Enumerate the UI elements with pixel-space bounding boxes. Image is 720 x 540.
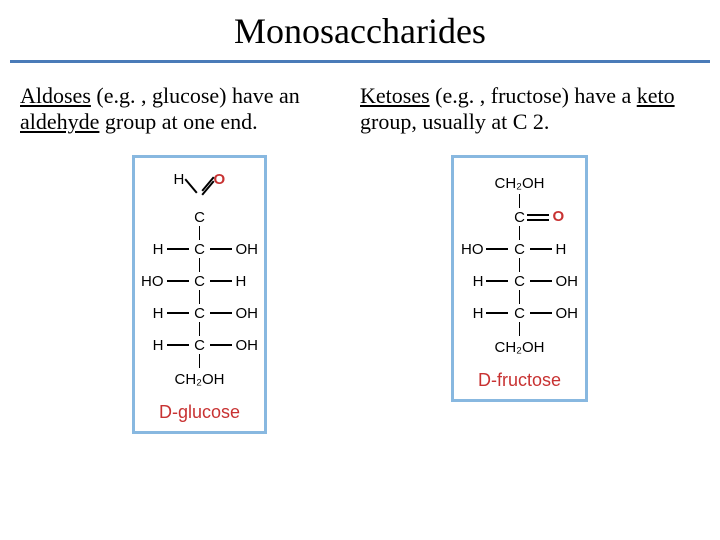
glucose-c1: C xyxy=(159,208,240,226)
title-underline xyxy=(10,60,710,63)
term-aldehyde: aldehyde xyxy=(20,109,99,134)
fructose-ketone: C O xyxy=(478,208,561,226)
c-atom: C xyxy=(511,274,527,289)
term-ketoses: Ketoses xyxy=(360,83,430,108)
glucose-panel: H O C H C OH xyxy=(132,155,267,434)
glucose-label: D-glucose xyxy=(159,402,240,423)
fructose-structure: CH₂OH C O HO C H xyxy=(478,172,561,358)
aldehyde-o: O xyxy=(213,172,225,187)
terminal-ch2oh: CH₂OH xyxy=(174,372,224,387)
sub-right: OH xyxy=(235,338,258,353)
text-aldoses-rest: group at one end. xyxy=(99,109,257,134)
sub-left: H xyxy=(473,274,484,289)
vbond xyxy=(478,194,561,208)
c-atom: C xyxy=(511,210,527,225)
ketone-o: O xyxy=(552,209,564,224)
fructose-top-terminal: CH₂OH xyxy=(478,172,561,194)
term-keto: keto xyxy=(637,83,675,108)
ketone-dbond-1 xyxy=(527,214,549,216)
vbond xyxy=(478,226,561,240)
slide: Monosaccharides Aldoses (e.g. , glucose)… xyxy=(0,0,720,540)
description-ketoses: Ketoses (e.g. , fructose) have a keto gr… xyxy=(360,83,700,135)
sub-right: OH xyxy=(235,306,258,321)
c-atom: C xyxy=(511,242,527,257)
fructose-label: D-fructose xyxy=(478,370,561,391)
structures-row: H O C H C OH xyxy=(0,155,720,434)
aldehyde-h: H xyxy=(173,172,184,187)
term-aldoses: Aldoses xyxy=(20,83,91,108)
glucose-c5: H C OH xyxy=(159,336,240,354)
vbond xyxy=(159,354,240,368)
sub-left: H xyxy=(473,306,484,321)
descriptions-row: Aldoses (e.g. , glucose) have an aldehyd… xyxy=(0,83,720,135)
text-ketoses-rest: group, usually at C 2. xyxy=(360,109,549,134)
fructose-c5: H C OH xyxy=(478,304,561,322)
aldehyde-bond-h xyxy=(185,178,198,193)
vbond xyxy=(478,290,561,304)
sub-left: H xyxy=(153,338,164,353)
vbond xyxy=(159,322,240,336)
glucose-structure: H O C H C OH xyxy=(159,172,240,390)
vbond xyxy=(478,322,561,336)
sub-left: H xyxy=(153,306,164,321)
sub-right: OH xyxy=(235,242,258,257)
vbond xyxy=(159,290,240,304)
fructose-c3: HO C H xyxy=(478,240,561,258)
fructose-terminal: CH₂OH xyxy=(478,336,561,358)
glucose-terminal: CH₂OH xyxy=(159,368,240,390)
fructose-panel: CH₂OH C O HO C H xyxy=(451,155,588,434)
fructose-box: CH₂OH C O HO C H xyxy=(451,155,588,402)
vbond xyxy=(159,226,240,240)
terminal-ch2oh: CH₂OH xyxy=(494,340,544,355)
text-ketoses-example: (e.g. , fructose) have a xyxy=(435,83,637,108)
sub-right: H xyxy=(555,242,566,257)
c-atom: C xyxy=(191,242,207,257)
c-atom: C xyxy=(511,306,527,321)
c-atom: C xyxy=(191,274,207,289)
description-aldoses: Aldoses (e.g. , glucose) have an aldehyd… xyxy=(20,83,360,135)
glucose-c3: HO C H xyxy=(159,272,240,290)
slide-title: Monosaccharides xyxy=(0,10,720,60)
c-atom: C xyxy=(191,210,207,225)
sub-right: OH xyxy=(555,306,578,321)
sub-right: H xyxy=(235,274,246,289)
glucose-aldehyde: H O xyxy=(159,172,240,208)
text-aldoses-example: (e.g. , glucose) have an xyxy=(96,83,299,108)
terminal-ch2oh: CH₂OH xyxy=(494,176,544,191)
sub-left: HO xyxy=(461,242,484,257)
vbond xyxy=(478,258,561,272)
fructose-c4: H C OH xyxy=(478,272,561,290)
sub-left: HO xyxy=(141,274,164,289)
ketone-dbond-2 xyxy=(527,219,549,221)
c-atom: C xyxy=(191,338,207,353)
glucose-c4: H C OH xyxy=(159,304,240,322)
sub-right: OH xyxy=(555,274,578,289)
c-atom: C xyxy=(191,306,207,321)
vbond xyxy=(159,258,240,272)
glucose-box: H O C H C OH xyxy=(132,155,267,434)
glucose-c2: H C OH xyxy=(159,240,240,258)
sub-left: H xyxy=(153,242,164,257)
